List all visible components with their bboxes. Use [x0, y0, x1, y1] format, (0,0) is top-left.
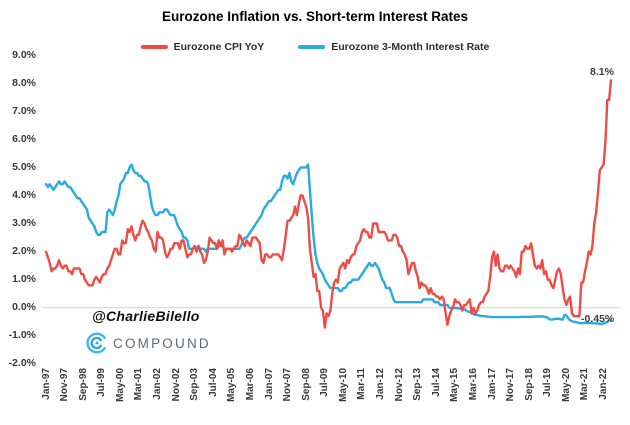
y-axis-label: 9.0%: [12, 48, 36, 61]
legend-item-cpi: Eurozone CPI YoY: [140, 41, 265, 53]
x-axis-label: Jul-04: [207, 368, 219, 397]
x-axis-label: Jul-14: [430, 368, 442, 397]
x-axis-label: Sep-08: [300, 368, 312, 401]
legend-label-rate: Eurozone 3-Month Interest Rate: [331, 41, 490, 53]
x-axis-label: Jan-17: [486, 368, 498, 400]
rate-end-value-label: -0.45%: [581, 313, 615, 325]
y-axis-label: 3.0%: [12, 217, 36, 230]
y-axis-label: 0.0%: [12, 301, 36, 314]
x-axis-label: Mar-01: [133, 368, 145, 401]
x-axis-label: Jan-22: [598, 368, 610, 400]
x-axis-label: Jul-99: [96, 368, 108, 397]
x-axis-label: Mar-16: [467, 368, 479, 401]
y-axis-label: 6.0%: [12, 132, 36, 145]
x-axis-label: Jan-97: [40, 368, 52, 400]
legend: Eurozone CPI YoY Eurozone 3-Month Intere…: [0, 41, 630, 53]
x-axis-label: Mar-21: [579, 368, 591, 401]
x-axis-label: Nov-12: [393, 368, 405, 402]
watermark-handle: @CharlieBilello: [92, 308, 200, 324]
y-axis-label: 1.0%: [12, 273, 36, 286]
rate-line-swatch-icon: [298, 45, 326, 49]
rate-line: [44, 163, 613, 325]
x-axis-label: Nov-17: [505, 368, 517, 402]
x-axis-label: Nov-07: [282, 368, 294, 402]
legend-label-cpi: Eurozone CPI YoY: [173, 41, 265, 53]
x-axis-label: Jul-09: [319, 368, 331, 397]
y-axis-label: -2.0%: [8, 357, 36, 370]
x-axis-label: Mar-11: [356, 368, 368, 400]
cpi-line: [44, 79, 613, 329]
x-axis-label: Sep-13: [412, 368, 424, 401]
x-axis-label: May-20: [560, 368, 572, 402]
y-axis-label: 4.0%: [12, 188, 36, 201]
x-axis-label: Jul-19: [542, 368, 554, 397]
compound-logo: COMPOUND: [85, 331, 211, 355]
x-axis-label: May-00: [114, 368, 126, 402]
x-axis-label: Jan-02: [152, 368, 163, 400]
x-axis-label: Jan-12: [375, 368, 387, 400]
x-axis-label: Sep-18: [523, 368, 535, 401]
x-axis-label: Nov-02: [170, 368, 182, 402]
compound-logo-text: COMPOUND: [113, 335, 211, 351]
x-axis-label: Sep-98: [77, 368, 89, 401]
chart-title: Eurozone Inflation vs. Short-term Intere…: [161, 9, 469, 24]
x-axis-label: Mar-06: [244, 368, 256, 401]
cpi-end-value-label: 8.1%: [590, 66, 614, 78]
x-axis-label: Sep-03: [189, 368, 201, 401]
y-axis-label: 7.0%: [12, 104, 36, 117]
y-axis-label: -1.0%: [8, 329, 36, 342]
y-axis-label: 8.0%: [12, 76, 36, 89]
compound-icon: [86, 332, 106, 354]
y-axis-label: 5.0%: [12, 160, 36, 173]
y-axis-label: 2.0%: [12, 245, 36, 258]
x-axis-label: Jan-07: [263, 368, 275, 400]
x-axis-label: May-05: [226, 368, 238, 402]
legend-item-rate: Eurozone 3-Month Interest Rate: [298, 41, 489, 53]
x-axis-label: Nov-97: [59, 368, 71, 402]
cpi-line-swatch-icon: [140, 45, 168, 49]
x-axis-label: May-15: [449, 368, 461, 402]
x-axis-label: May-10: [337, 368, 349, 402]
